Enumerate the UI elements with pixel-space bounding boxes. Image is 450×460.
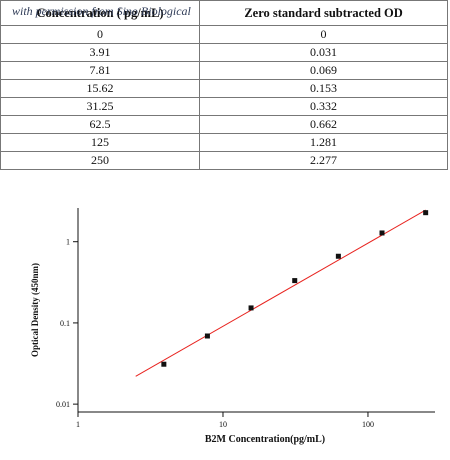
y-tick-label: 1	[66, 238, 70, 247]
header-cell: Zero standard subtracted OD	[199, 0, 448, 26]
table-cell: 31.25	[0, 97, 201, 116]
x-tick-label: 10	[219, 420, 227, 429]
table-cell: 2.277	[199, 151, 448, 170]
header-row: Concentration ( pg/mL) Zero standard sub…	[0, 0, 448, 26]
table-cell: 0	[199, 25, 448, 44]
data-point	[292, 278, 298, 284]
y-axis-label: Optical Density (450nm)	[30, 263, 40, 357]
table-cell: 0.031	[199, 43, 448, 62]
table-cell: 0.332	[199, 97, 448, 116]
table-cell: 15.62	[0, 79, 201, 98]
table-row: 125 1.281	[0, 133, 448, 152]
table-cell: 7.81	[0, 61, 201, 80]
table-row: 15.62 0.153	[0, 79, 448, 98]
table-row: 62.5 0.662	[0, 115, 448, 134]
table-cell: 250	[0, 151, 201, 170]
data-point	[161, 361, 167, 367]
x-tick-label: 1	[76, 420, 80, 429]
table-cell: 0.153	[199, 79, 448, 98]
table-row: 3.91 0.031	[0, 43, 448, 62]
watermark: with permission from Sino Biological	[12, 4, 191, 18]
x-axis-label: B2M Concentration(pg/mL)	[205, 434, 325, 445]
x-tick-label: 100	[362, 420, 374, 429]
data-table: Concentration ( pg/mL) Zero standard sub…	[0, 0, 448, 170]
data-point	[423, 210, 429, 216]
table-row: 31.25 0.332	[0, 97, 448, 116]
table-cell: 125	[0, 133, 201, 152]
y-tick-label: 0.01	[56, 400, 70, 409]
header-cell: Concentration ( pg/mL)	[0, 0, 201, 26]
table-cell: 3.91	[0, 43, 201, 62]
table-row: 250 2.277	[0, 151, 448, 170]
chart: B2M Concentration(pg/mL) Optical Density…	[30, 208, 435, 445]
table-cell: 62.5	[0, 115, 201, 134]
data-point	[335, 253, 341, 259]
table-cell: 0	[0, 25, 201, 44]
data-point	[204, 333, 210, 339]
table-cell: 1.281	[199, 133, 448, 152]
data-point	[248, 305, 254, 311]
data-point	[379, 230, 385, 236]
y-tick-label: 0.1	[60, 319, 70, 328]
fit-line	[135, 209, 426, 377]
table-row: 7.81 0.069	[0, 61, 448, 80]
table-cell: 0.662	[199, 115, 448, 134]
table-cell: 0.069	[199, 61, 448, 80]
